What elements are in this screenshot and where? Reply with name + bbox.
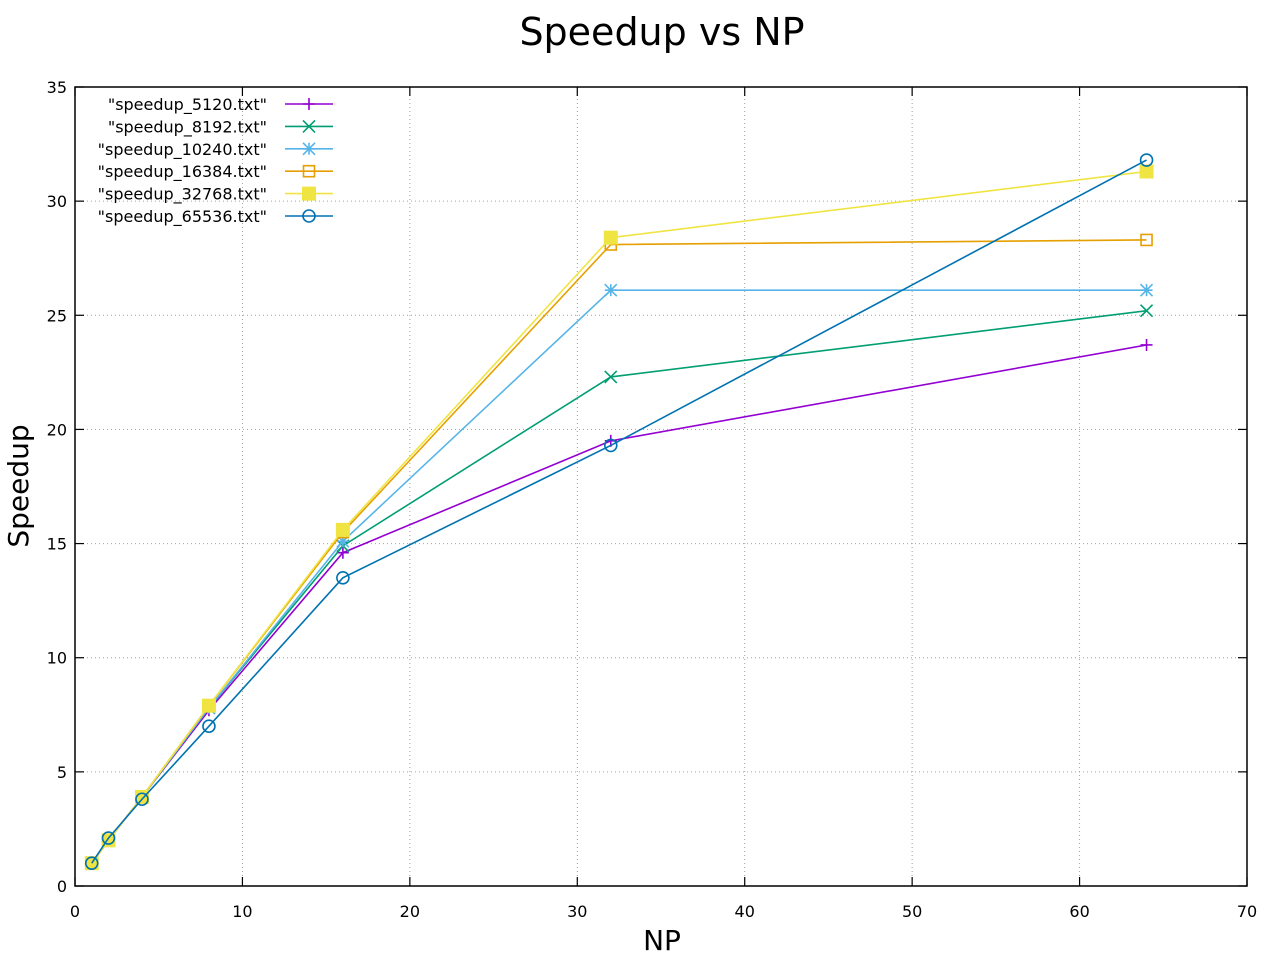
x-tick-label: 40 (735, 902, 755, 921)
data-point (1140, 338, 1153, 351)
legend-marker (302, 209, 316, 223)
legend-label: "speedup_8192.txt" (108, 117, 267, 137)
x-tick-label: 0 (70, 902, 80, 921)
data-point (201, 698, 216, 713)
data-point (202, 719, 216, 734)
x-axis-label: NP (643, 924, 681, 954)
data-point (135, 792, 149, 807)
x-tick-label: 70 (1237, 902, 1257, 921)
legend-marker (302, 186, 316, 201)
data-point (1139, 283, 1154, 297)
data-point (1139, 153, 1154, 167)
y-tick-label: 15 (47, 535, 67, 554)
legend-label: "speedup_16384.txt" (98, 162, 267, 182)
data-point (1139, 304, 1154, 318)
y-tick-label: 20 (47, 420, 67, 439)
x-tick-label: 10 (232, 902, 252, 921)
legend-item: "speedup_16384.txt" (98, 162, 333, 182)
y-tick-label: 25 (47, 306, 67, 325)
grid (75, 87, 1247, 886)
legend-label: "speedup_5120.txt" (108, 95, 267, 115)
y-tick-label: 10 (47, 649, 67, 668)
data-point (336, 546, 349, 559)
axis-ticks: 0 10 20 30 40 50 60 70 0 5 10 15 20 25 30 35 (47, 78, 1258, 921)
legend-item: "speedup_8192.txt" (108, 117, 333, 137)
data-point (1140, 233, 1153, 247)
data-point (84, 856, 99, 870)
legend: "speedup_5120.txt""speedup_8192.txt" "spe… (98, 95, 333, 227)
legend-label: "speedup_65536.txt" (98, 207, 267, 227)
legend-label: "speedup_32768.txt" (98, 185, 267, 205)
legend-item: "speedup_10240.txt" (98, 140, 333, 160)
legend-item: "speedup_5120.txt" (108, 95, 333, 115)
data-point (336, 534, 350, 548)
y-tick-label: 35 (47, 78, 67, 97)
legend-marker (302, 119, 316, 133)
legend-marker (303, 98, 315, 110)
x-tick-label: 60 (1069, 902, 1089, 921)
series-layer (84, 153, 1154, 871)
y-axis-label: Speedup (2, 424, 35, 547)
data-point (604, 370, 618, 384)
data-point (603, 230, 618, 245)
series-line (91, 159, 1147, 864)
legend-item: "speedup_65536.txt" (98, 207, 333, 227)
legend-marker (302, 164, 316, 178)
y-tick-label: 5 (57, 763, 67, 782)
data-point (1139, 164, 1154, 179)
data-point (604, 283, 618, 297)
plot-frame (74, 86, 1248, 887)
data-point (603, 438, 618, 453)
legend-item: "speedup_32768.txt" (98, 185, 333, 205)
legend-marker (302, 142, 316, 156)
chart-title: Speedup vs NP (519, 10, 804, 54)
series-5 (84, 153, 1154, 870)
legend-label: "speedup_10240.txt" (98, 140, 267, 160)
data-point (101, 831, 116, 845)
data-point (335, 522, 350, 537)
x-tick-label: 30 (567, 902, 587, 921)
x-tick-label: 20 (400, 902, 420, 921)
y-tick-label: 30 (47, 192, 67, 211)
y-tick-label: 0 (57, 877, 67, 896)
data-point (336, 571, 350, 585)
series-4 (84, 164, 1154, 871)
x-tick-label: 50 (902, 902, 922, 921)
